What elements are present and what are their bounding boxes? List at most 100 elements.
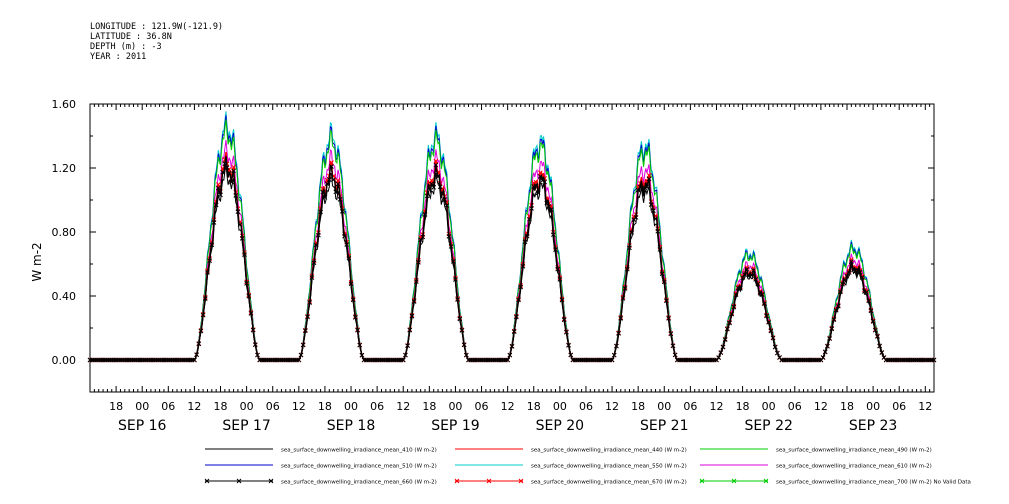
series-point — [537, 170, 543, 176]
longitude-label: LONGITUDE : 121.9W(-121.9) — [90, 22, 224, 32]
x-tick-label: 12 — [292, 400, 306, 413]
x-tick-label: 00 — [657, 400, 671, 413]
series-point — [426, 186, 432, 191]
series-point — [751, 268, 756, 273]
x-date-label: SEP 23 — [849, 418, 897, 434]
x-tick-label: 12 — [187, 400, 201, 413]
series-point — [848, 259, 854, 264]
legend-entry: sea_surface_downwelling_irradiance_mean_… — [531, 464, 687, 470]
series-point — [335, 178, 341, 183]
legend-entry: sea_surface_downwelling_irradiance_mean_… — [776, 464, 932, 470]
series-point — [635, 187, 641, 193]
y-axis-label: W m-2 — [30, 242, 44, 281]
series-point — [533, 183, 539, 189]
legend-marker — [454, 478, 460, 484]
legend-entry: sea_surface_downwelling_irradiance_mean_… — [281, 448, 437, 454]
depth-label: DEPTH (m) : -3 — [90, 42, 162, 52]
x-tick-label: 18 — [736, 400, 750, 413]
series-point — [329, 164, 334, 169]
x-tick-label: 18 — [318, 400, 332, 413]
x-tick-label: 12 — [605, 400, 619, 413]
series-point — [864, 289, 869, 295]
series-point — [540, 178, 545, 183]
legend-entry: sea_surface_downwelling_irradiance_mean_… — [776, 448, 932, 454]
x-tick-label: 18 — [214, 400, 228, 413]
year-label: YEAR : 2011 — [90, 52, 147, 62]
series-point — [324, 181, 330, 187]
series-point — [344, 242, 350, 247]
series-point — [753, 276, 758, 282]
x-tick-label: 18 — [840, 400, 854, 413]
series-point — [215, 185, 221, 191]
legend-marker — [731, 478, 737, 484]
x-tick-label: 06 — [161, 400, 175, 413]
series-point — [429, 178, 434, 183]
x-tick-label: 06 — [683, 400, 697, 413]
x-axis: 18 00 06 12 18 00 06 12 18 00 06 12 18 00 06 12 18 00 06 12… — [89, 104, 935, 434]
legend-entry: sea_surface_downwelling_irradiance_mean_… — [281, 480, 437, 486]
series-point — [759, 292, 765, 298]
series-line — [90, 119, 934, 361]
series-point — [418, 237, 423, 243]
x-tick-label: 00 — [240, 400, 254, 413]
series-point — [226, 170, 232, 176]
x-tick-label: 18 — [109, 400, 123, 413]
x-tick-label: 18 — [631, 400, 645, 413]
x-date-label: SEP 19 — [431, 418, 479, 434]
latitude-label: LATITUDE : 36.8N — [90, 32, 172, 42]
series-point — [433, 158, 439, 164]
series-line — [90, 164, 934, 361]
series-point — [751, 266, 756, 271]
series-point — [548, 207, 554, 212]
legend-marker — [486, 478, 492, 484]
x-tick-label: 06 — [266, 400, 280, 413]
series-point — [431, 185, 437, 190]
x-tick-label: 18 — [527, 400, 541, 413]
y-tick-label: 0.80 — [52, 226, 77, 239]
legend-entry: sea_surface_downwelling_irradiance_mean_… — [531, 480, 687, 486]
x-tick-label: 12 — [396, 400, 410, 413]
legend-entry: sea_surface_downwelling_irradiance_mean_… — [776, 480, 971, 486]
legend-marker — [699, 478, 705, 484]
x-date-label: SEP 18 — [327, 418, 375, 434]
x-tick-label: 12 — [709, 400, 723, 413]
x-tick-label: 12 — [814, 400, 828, 413]
y-tick-label: 1.20 — [52, 162, 77, 175]
x-date-label: SEP 16 — [118, 418, 167, 434]
x-tick-label: 12 — [918, 400, 932, 413]
legend-marker — [763, 478, 769, 484]
y-tick-label: 0.00 — [52, 354, 77, 367]
series-point — [648, 202, 654, 208]
legend-marker — [236, 478, 242, 484]
x-tick-label: 00 — [344, 400, 358, 413]
series-point — [744, 266, 750, 272]
series-point — [440, 190, 445, 196]
legend: sea_surface_downwelling_irradiance_mean_… — [204, 448, 971, 486]
series-line — [90, 111, 934, 361]
x-tick-label: 00 — [866, 400, 880, 413]
series-point — [844, 273, 850, 279]
series-point — [326, 177, 332, 182]
legend-entry: sea_surface_downwelling_irradiance_mean_… — [531, 448, 687, 454]
series-point — [537, 174, 543, 179]
series-point — [335, 181, 341, 187]
x-tick-label: 18 — [422, 400, 436, 413]
series-point — [231, 168, 236, 174]
series-point — [215, 182, 221, 187]
series-point — [433, 162, 439, 168]
series-point — [429, 181, 434, 187]
x-tick-label: 00 — [135, 400, 149, 413]
series-lines — [87, 111, 937, 363]
x-tick-label: 06 — [475, 400, 489, 413]
x-date-label: SEP 21 — [640, 418, 688, 434]
x-tick-label: 00 — [762, 400, 776, 413]
series-point — [220, 169, 226, 175]
series-point — [646, 172, 652, 178]
x-date-label: SEP 17 — [222, 418, 270, 434]
series-point — [646, 176, 652, 182]
x-tick-label: 06 — [892, 400, 906, 413]
x-tick-label: 06 — [579, 400, 593, 413]
metadata-header: LONGITUDE : 121.9W(-121.9) LATITUDE : 36… — [90, 22, 223, 62]
x-tick-label: 06 — [370, 400, 384, 413]
